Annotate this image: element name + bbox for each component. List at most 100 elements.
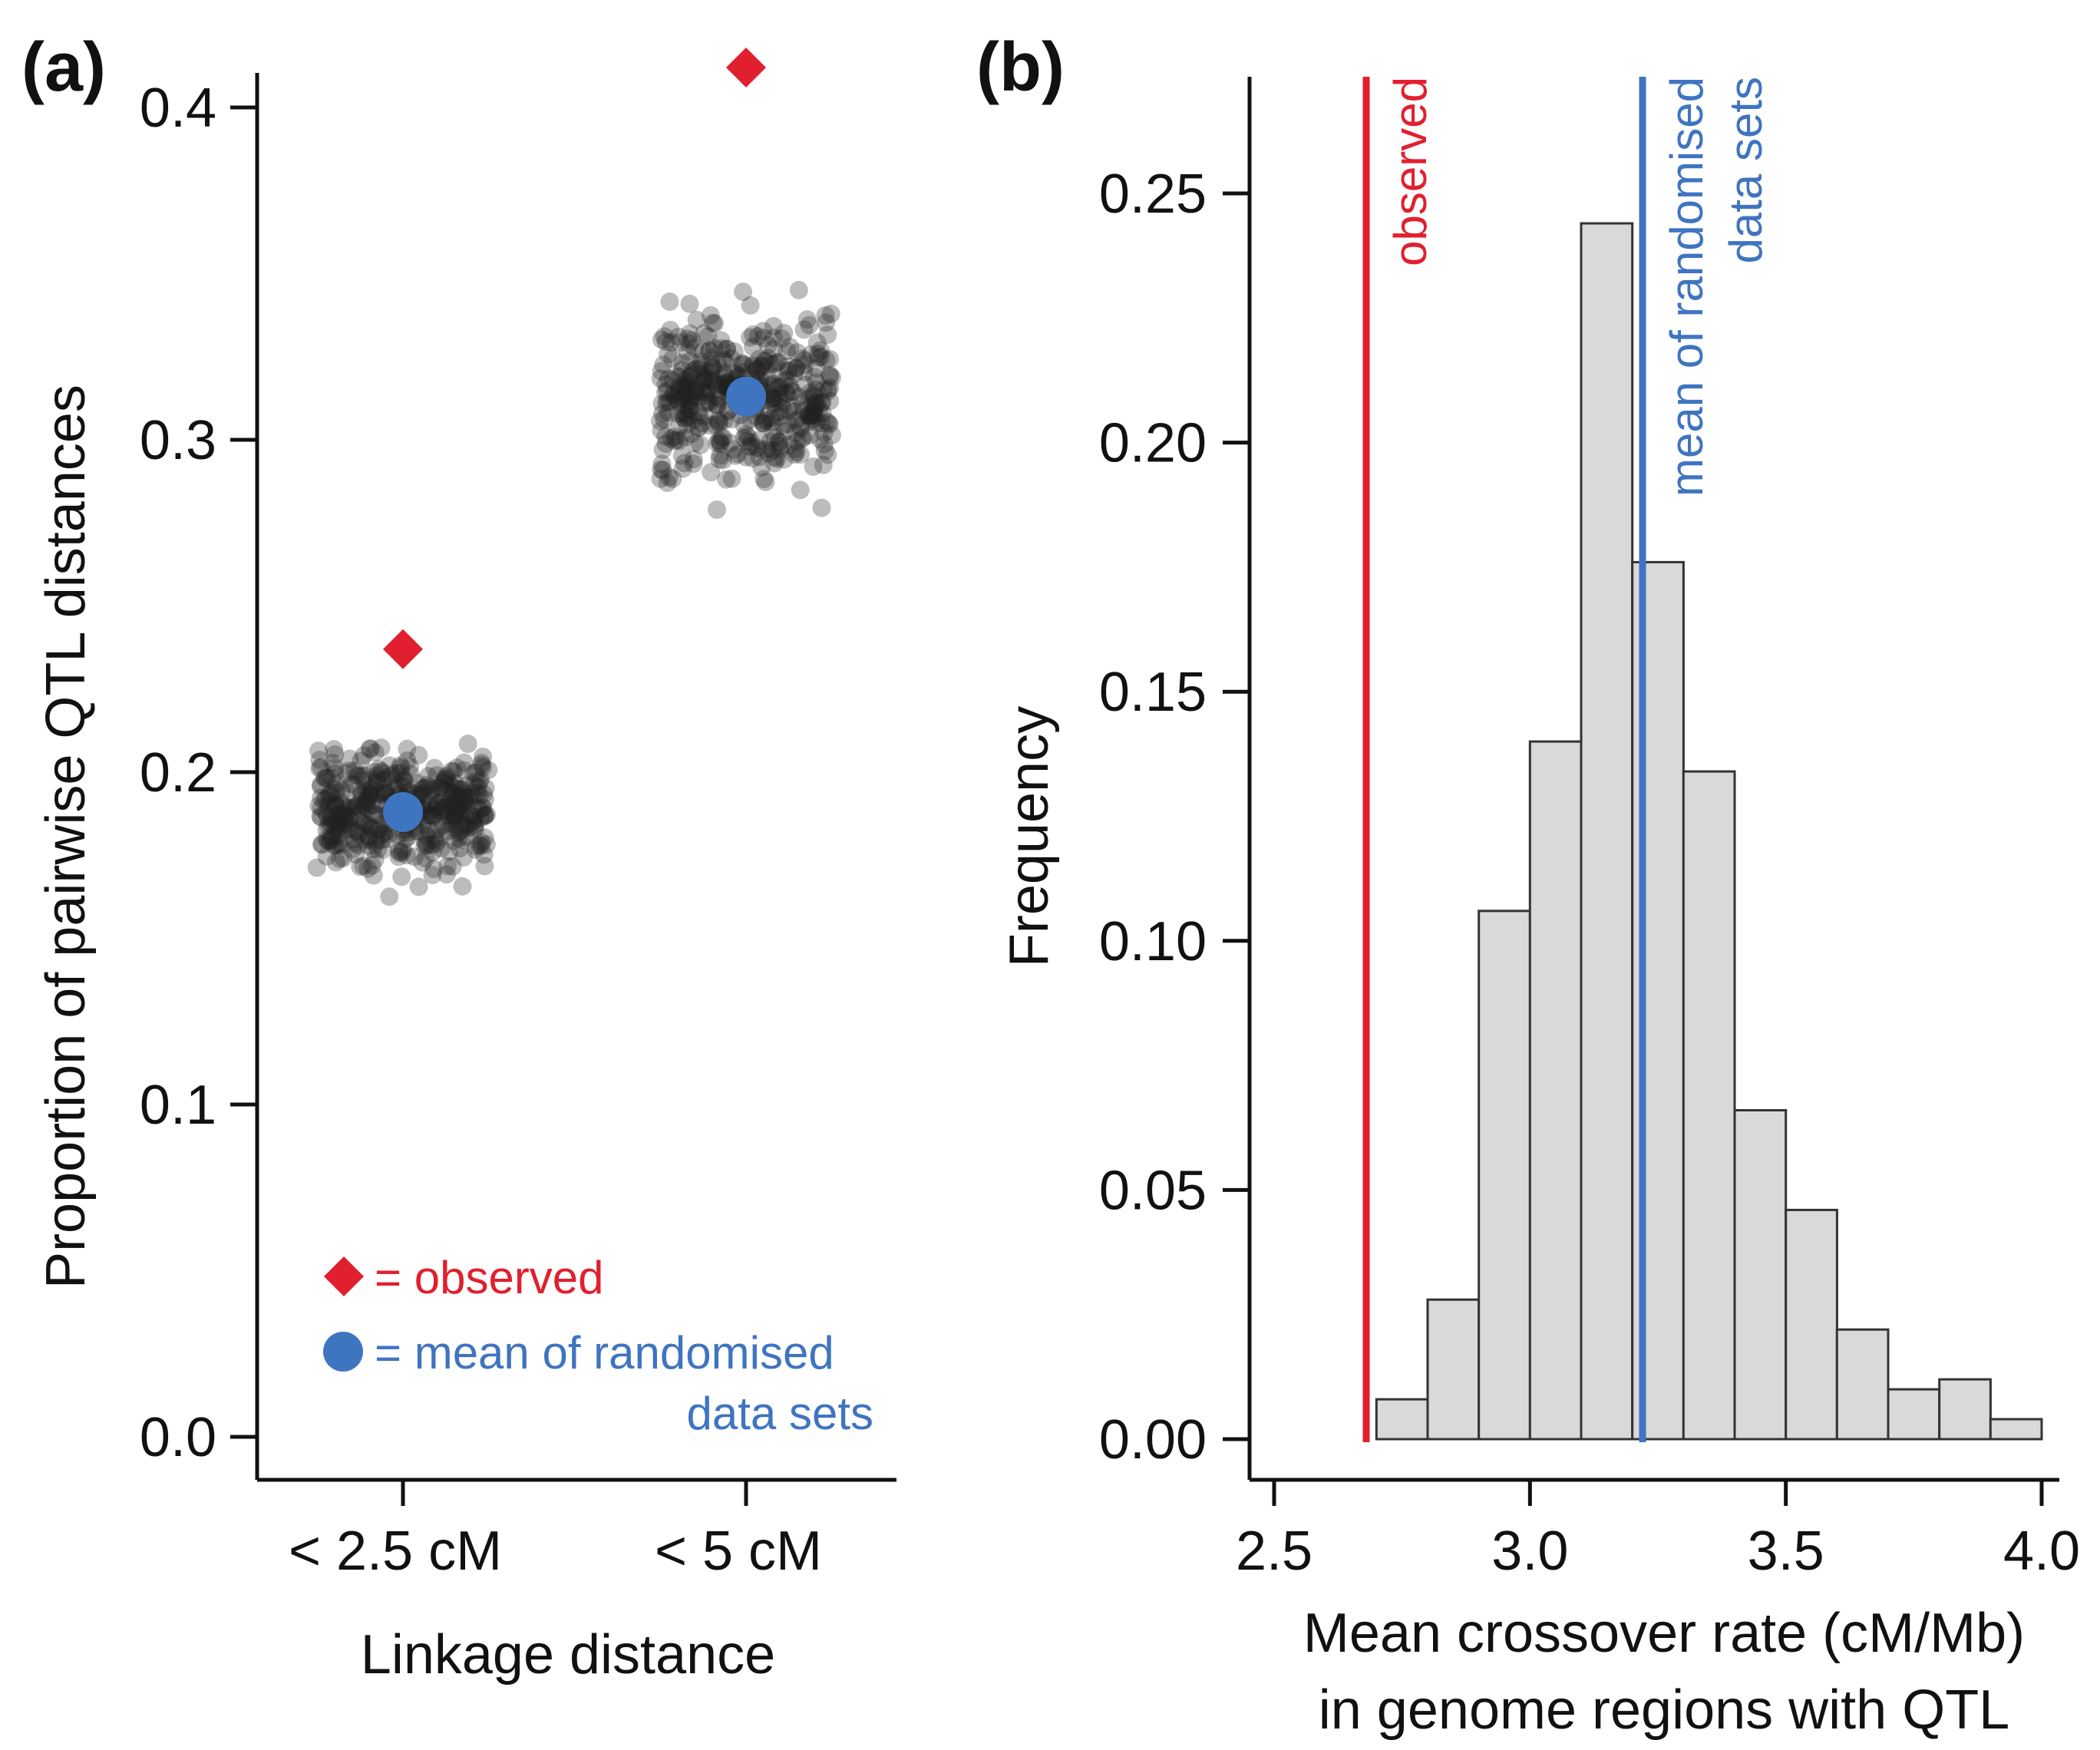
randomised-point bbox=[448, 785, 467, 804]
mean-line-label-line2: data sets bbox=[1720, 77, 1771, 264]
randomised-point bbox=[312, 758, 331, 777]
randomised-point bbox=[360, 830, 379, 850]
randomised-point bbox=[687, 380, 706, 399]
randomised-point bbox=[741, 296, 760, 315]
randomised-point bbox=[791, 445, 810, 464]
randomised-point bbox=[682, 388, 701, 407]
randomised-point bbox=[715, 352, 735, 371]
randomised-point bbox=[668, 367, 687, 386]
randomised-point bbox=[807, 359, 826, 378]
randomised-point bbox=[357, 781, 375, 801]
randomised-point bbox=[679, 374, 698, 393]
randomised-point bbox=[758, 335, 778, 355]
randomised-point bbox=[444, 806, 463, 825]
randomised-point bbox=[442, 783, 461, 802]
randomised-point bbox=[691, 355, 710, 375]
randomised-point bbox=[712, 428, 731, 447]
randomised-point bbox=[362, 779, 381, 798]
randomised-point bbox=[379, 825, 398, 844]
randomised-point bbox=[681, 386, 700, 405]
randomised-point bbox=[672, 389, 691, 408]
randomised-point bbox=[317, 790, 336, 808]
randomised-point bbox=[763, 394, 782, 413]
panel-b-x-title-line2: in genome regions with QTL bbox=[1319, 1679, 2009, 1741]
randomised-point bbox=[345, 761, 365, 781]
randomised-point bbox=[702, 355, 721, 375]
randomised-point bbox=[675, 454, 694, 473]
randomised-point bbox=[811, 430, 830, 449]
randomised-point bbox=[432, 797, 451, 817]
randomised-point bbox=[325, 797, 345, 816]
randomised-point bbox=[455, 794, 474, 813]
randomised-point bbox=[442, 787, 461, 806]
randomised-point bbox=[758, 440, 777, 459]
randomised-point bbox=[354, 857, 373, 876]
panel-a-y-title: Proportion of pairwise QTL distances bbox=[35, 385, 97, 1289]
randomised-point bbox=[409, 745, 428, 764]
histogram-bar bbox=[1887, 1388, 1941, 1441]
randomised-point bbox=[397, 846, 416, 865]
randomised-point bbox=[337, 764, 356, 783]
randomised-point bbox=[418, 775, 437, 794]
randomised-point bbox=[458, 735, 477, 754]
randomised-point bbox=[324, 828, 343, 847]
randomised-point bbox=[371, 761, 391, 781]
randomised-point bbox=[658, 391, 677, 411]
randomised-point bbox=[322, 768, 342, 788]
randomised-point bbox=[361, 785, 379, 804]
randomised-point bbox=[474, 758, 492, 777]
randomised-point bbox=[680, 377, 699, 396]
randomised-point bbox=[445, 778, 464, 797]
randomised-point bbox=[456, 791, 475, 811]
randomised-point bbox=[754, 329, 774, 348]
randomised-point bbox=[428, 766, 447, 785]
randomised-point bbox=[818, 445, 837, 464]
randomised-point bbox=[326, 796, 345, 814]
randomised-point bbox=[450, 787, 469, 806]
randomised-point bbox=[326, 818, 345, 837]
randomised-point bbox=[438, 857, 457, 876]
randomised-point bbox=[427, 797, 446, 817]
randomised-point bbox=[457, 805, 477, 824]
panel-b-y-tick-label: 0.10 bbox=[1099, 911, 1207, 972]
randomised-point bbox=[764, 388, 783, 408]
randomised-point bbox=[365, 743, 385, 762]
randomised-point bbox=[451, 779, 471, 798]
panel-a: (a) 0.0 0.1 0.2 0.3 0.4 < 2.5 cM < 5 cM Propo… bbox=[21, 29, 896, 1686]
randomised-point bbox=[335, 804, 355, 824]
randomised-point bbox=[456, 816, 475, 835]
randomised-point bbox=[413, 778, 432, 797]
randomised-point bbox=[725, 342, 744, 361]
randomised-point bbox=[690, 406, 709, 425]
randomised-point bbox=[479, 761, 498, 780]
randomised-point bbox=[762, 412, 781, 431]
randomised-point bbox=[468, 778, 487, 797]
randomised-point bbox=[656, 332, 675, 352]
randomised-point bbox=[703, 358, 722, 378]
randomised-point bbox=[680, 334, 699, 353]
randomised-point bbox=[405, 847, 424, 867]
randomised-point bbox=[669, 404, 688, 424]
randomised-point bbox=[801, 383, 820, 402]
randomised-point bbox=[307, 858, 326, 877]
randomised-point bbox=[361, 787, 380, 805]
randomised-point bbox=[363, 840, 382, 858]
panel-a-legend: = observed = mean of randomised data set… bbox=[323, 1252, 873, 1439]
randomised-point bbox=[656, 427, 675, 446]
randomised-point bbox=[807, 373, 826, 392]
randomised-point bbox=[772, 393, 791, 411]
randomised-point bbox=[464, 812, 483, 831]
randomised-point bbox=[427, 834, 446, 854]
randomised-point bbox=[752, 457, 771, 477]
randomised-point bbox=[694, 373, 713, 392]
randomised-point bbox=[695, 406, 715, 425]
randomised-point bbox=[368, 821, 388, 840]
randomised-point bbox=[354, 771, 373, 790]
randomised-point bbox=[695, 369, 715, 388]
randomised-point bbox=[335, 780, 355, 799]
randomised-point bbox=[662, 333, 681, 352]
randomised-point bbox=[419, 821, 438, 840]
randomised-point bbox=[781, 338, 800, 357]
randomised-point bbox=[415, 778, 434, 797]
randomised-point bbox=[726, 446, 745, 465]
